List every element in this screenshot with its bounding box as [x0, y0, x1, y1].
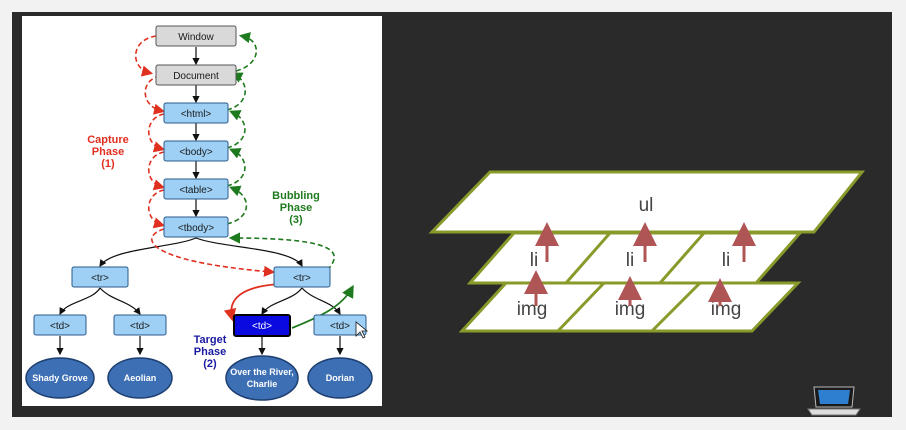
leaf-1: Shady Grove [25, 357, 95, 399]
ul-panel [428, 170, 866, 234]
node-window-label: Window [178, 32, 214, 43]
img-label-2: img [615, 299, 646, 320]
node-td-3-target: <td> [233, 314, 291, 337]
leaf-4-label: Dorian [326, 373, 355, 383]
node-body: <body> [163, 140, 229, 162]
node-td-1: <td> [33, 314, 87, 336]
li-layer: li li li [466, 231, 804, 285]
li-label-1: li [530, 250, 538, 271]
laptop-logo-icon [807, 386, 861, 416]
target-arrow-out [291, 284, 354, 329]
bubbling-phase-label: Bubbling Phase (3) [272, 190, 320, 226]
node-tr-right-label: <tr> [293, 273, 311, 284]
leaf-2: Aeolian [107, 357, 173, 399]
svg-text:Phase: Phase [280, 202, 312, 214]
img-label-3: img [711, 299, 742, 320]
svg-text:(2): (2) [203, 358, 217, 370]
node-html-label: <html> [181, 109, 212, 120]
node-document: Document [155, 64, 237, 86]
ul-label: ul [639, 195, 654, 216]
li-label-3: li [722, 250, 730, 271]
node-td-4-label: <td> [330, 321, 350, 332]
li-label-2: li [626, 250, 634, 271]
svg-text:(1): (1) [101, 158, 115, 170]
node-tbody: <tbody> [163, 216, 229, 238]
svg-text:(3): (3) [289, 214, 303, 226]
node-td-4: <td> [313, 314, 367, 336]
node-table: <table> [163, 178, 229, 200]
node-tbody-label: <tbody> [178, 223, 214, 234]
node-td-1-label: <td> [50, 321, 70, 332]
node-window: Window [155, 25, 237, 47]
node-table-label: <table> [179, 185, 213, 196]
node-document-label: Document [173, 71, 219, 82]
node-html: <html> [163, 102, 229, 124]
propagation-arrows [524, 222, 756, 306]
capture-phase-label: Capture Phase (1) [87, 134, 129, 170]
target-arrow-in [223, 283, 281, 322]
dom-event-flow-diagram: Window Document <html> <body> <table> <t… [22, 16, 382, 406]
ul-layer: ul [428, 170, 866, 234]
svg-text:Phase: Phase [92, 146, 124, 158]
svg-text:Capture: Capture [87, 134, 129, 146]
node-body-label: <body> [179, 147, 213, 158]
cursor-icon [355, 321, 369, 339]
leaf-2-label: Aeolian [124, 373, 157, 383]
leaf-3: Over the River, Charlie [225, 355, 299, 401]
tree-connectors [56, 47, 344, 356]
svg-text:Target: Target [194, 334, 227, 346]
img-layer: img img img [458, 281, 802, 333]
target-phase-label: Target Phase (2) [194, 334, 227, 370]
leaf-1-label: Shady Grove [32, 373, 88, 383]
leaf-3-label-line1: Over the River, [230, 367, 294, 377]
node-tr-left-label: <tr> [91, 273, 109, 284]
node-td-2-label: <td> [130, 321, 150, 332]
img-label-1: img [517, 299, 548, 320]
img-panel-3 [648, 281, 802, 333]
node-td-2: <td> [113, 314, 167, 336]
node-tr-left: <tr> [71, 266, 129, 288]
node-tr-right: <tr> [273, 266, 331, 288]
leaf-3-label-line2: Charlie [247, 379, 278, 389]
node-td-3-label: <td> [252, 321, 272, 332]
capture-phase-arrows [134, 35, 276, 277]
svg-text:Bubbling: Bubbling [272, 190, 320, 202]
dom-tree-svg: Window Document <html> <body> <table> <t… [25, 25, 373, 401]
svg-text:Phase: Phase [194, 346, 226, 358]
leaf-4: Dorian [307, 357, 373, 399]
